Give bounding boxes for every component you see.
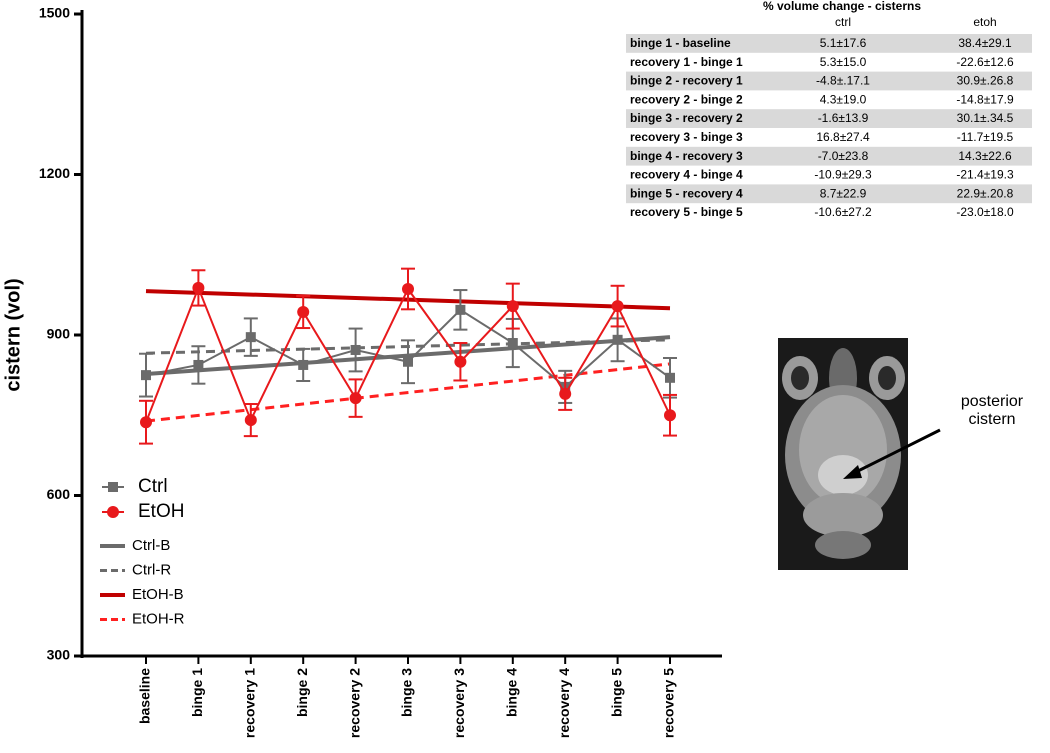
column-header: ctrl xyxy=(835,15,851,29)
table-cell: -7.0±23.8 xyxy=(818,149,869,163)
table-cell: 14.3±22.6 xyxy=(958,149,1012,163)
marker xyxy=(192,281,205,294)
table-title: % volume change - cisterns xyxy=(763,0,921,13)
arrow-head xyxy=(843,465,862,479)
row-background xyxy=(626,109,1032,128)
y-axis-title: cistern (vol) xyxy=(2,278,24,391)
legend-swatch xyxy=(107,506,119,518)
marker xyxy=(664,409,676,422)
table-cell: 16.8±27.4 xyxy=(816,130,870,144)
y-tick-label: 1500 xyxy=(39,5,70,21)
legend-label: Ctrl-R xyxy=(132,561,171,578)
x-tick-label: binge 2 xyxy=(294,668,310,717)
row-background xyxy=(626,34,1032,53)
x-tick-label: recovery 4 xyxy=(556,668,572,738)
image-annotation: cistern xyxy=(968,411,1015,428)
table-cell: -10.9±29.3 xyxy=(814,168,872,182)
y-tick-label: 900 xyxy=(47,326,71,342)
x-tick-label: binge 5 xyxy=(608,668,624,717)
table-cell: 22.9±.20.8 xyxy=(957,186,1014,200)
x-tick-label: binge 1 xyxy=(189,668,205,717)
arrow xyxy=(851,428,941,476)
table-cell: -21.4±19.3 xyxy=(956,168,1014,182)
table-cell: 5.3±15.0 xyxy=(820,55,867,69)
row-background xyxy=(626,146,1032,166)
table-cell: binge 4 - recovery 3 xyxy=(630,149,743,163)
legend-label: EtOH-R xyxy=(132,610,185,627)
x-tick-label: baseline xyxy=(137,668,153,724)
marker xyxy=(665,372,675,383)
table-cell: 30.9±.26.8 xyxy=(957,74,1014,88)
table-cell: 8.7±22.9 xyxy=(820,186,867,200)
table-cell: -22.6±12.6 xyxy=(956,55,1014,69)
legend-label: Ctrl xyxy=(138,476,168,497)
row-background xyxy=(626,71,1032,91)
table-cell: -23.0±18.0 xyxy=(956,205,1014,219)
table-cell: recovery 2 - binge 2 xyxy=(630,92,743,106)
marker xyxy=(297,305,310,318)
table-cell: 4.3±19.0 xyxy=(820,92,867,106)
table-cell: binge 2 - recovery 1 xyxy=(630,74,743,88)
table-cell: recovery 5 - binge 5 xyxy=(630,205,743,219)
trend-line xyxy=(145,362,671,423)
table-cell: -14.8±17.9 xyxy=(956,92,1014,106)
marker xyxy=(140,416,152,429)
table-cell: binge 3 - recovery 2 xyxy=(630,111,743,125)
table-cell: binge 5 - recovery 4 xyxy=(630,186,743,200)
table-cell: recovery 4 - binge 4 xyxy=(630,168,743,182)
y-tick-label: 1200 xyxy=(39,165,70,181)
legend-label: EtOH-B xyxy=(132,586,184,603)
x-tick-label: recovery 3 xyxy=(451,668,467,738)
marker xyxy=(244,414,257,427)
marker xyxy=(245,332,256,343)
table-cell: binge 1 - baseline xyxy=(630,36,731,50)
table-cell: 5.1±17.6 xyxy=(820,36,867,50)
marker xyxy=(611,300,624,313)
table-cell: -10.6±27.2 xyxy=(814,205,872,219)
table-cell: -11.7±19.5 xyxy=(957,130,1014,144)
image-annotation: posterior xyxy=(961,393,1024,410)
table-cell: recovery 3 - binge 3 xyxy=(630,130,743,144)
marker xyxy=(454,355,467,368)
marker xyxy=(506,300,519,313)
table-cell: 30.1±.34.5 xyxy=(957,111,1014,125)
y-tick-label: 300 xyxy=(47,647,71,663)
legend-label: EtOH xyxy=(138,501,184,522)
marker xyxy=(403,356,413,367)
row-background xyxy=(626,184,1032,204)
table-cell: 38.4±29.1 xyxy=(958,36,1012,50)
column-header: etoh xyxy=(973,15,996,29)
x-tick-label: recovery 5 xyxy=(661,668,677,738)
table-cell: -1.6±13.9 xyxy=(818,111,869,125)
legend-swatch xyxy=(108,482,118,492)
marker xyxy=(298,359,309,370)
table-cell: recovery 1 - binge 1 xyxy=(630,55,743,69)
marker xyxy=(559,387,572,400)
marker xyxy=(402,282,414,295)
mri-image xyxy=(778,338,908,570)
table: % volume change - cisterns ctrl etoh binge… xyxy=(626,0,1032,219)
marker xyxy=(350,344,361,355)
x-tick-label: binge 3 xyxy=(399,668,415,717)
marker xyxy=(141,370,151,381)
marker xyxy=(193,359,204,370)
x-tick-label: recovery 2 xyxy=(346,668,362,738)
table-cell: -4.8±.17.1 xyxy=(816,74,870,88)
marker xyxy=(612,334,623,345)
marker xyxy=(349,392,362,405)
x-tick-label: recovery 1 xyxy=(242,668,258,738)
marker xyxy=(507,338,518,349)
marker xyxy=(455,304,466,315)
y-tick-label: 600 xyxy=(47,486,71,502)
x-tick-label: binge 4 xyxy=(504,668,520,717)
legend-label: Ctrl-B xyxy=(132,537,170,554)
